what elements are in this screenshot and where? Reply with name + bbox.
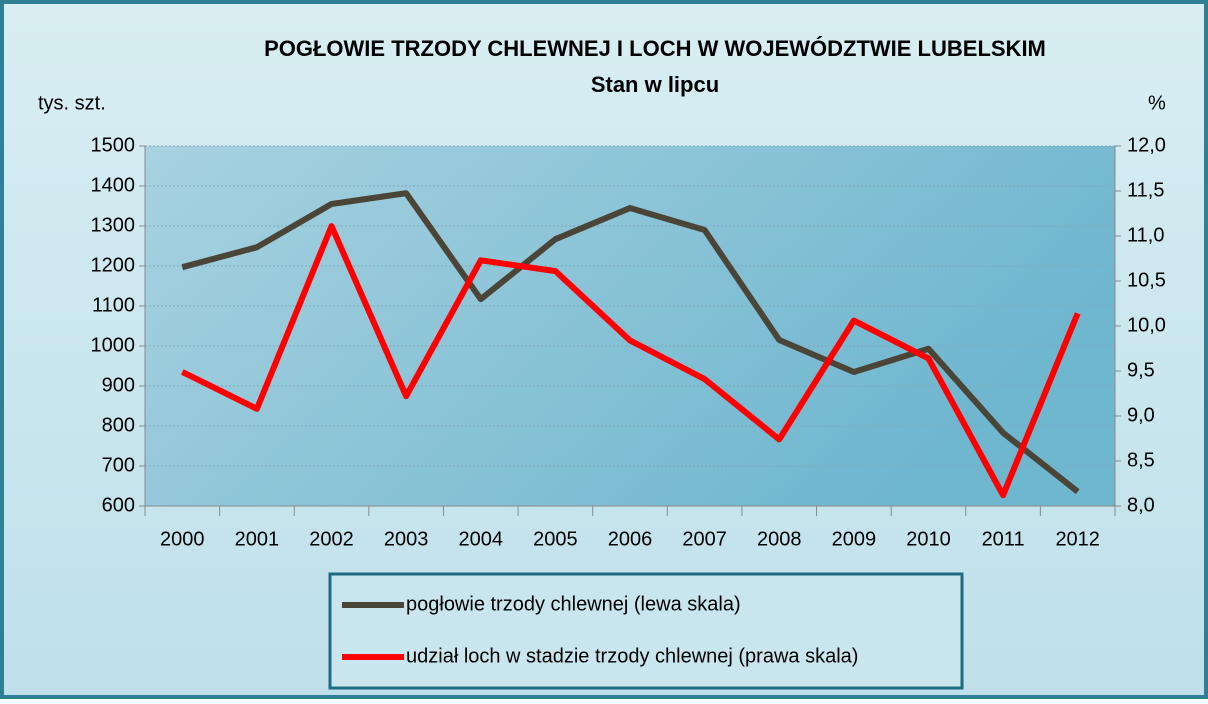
x-tick-label: 2007 bbox=[682, 528, 727, 550]
y2-tick-label: 8,5 bbox=[1127, 449, 1155, 471]
y-tick-label: 600 bbox=[102, 494, 135, 516]
legend-label: pogłowie trzody chlewnej (lewa skala) bbox=[406, 593, 741, 615]
y2-tick-label: 10,0 bbox=[1127, 314, 1166, 336]
x-tick-label: 2009 bbox=[832, 528, 877, 550]
y-tick-label: 700 bbox=[102, 454, 135, 476]
y-tick-label: 900 bbox=[102, 374, 135, 396]
x-tick-label: 2000 bbox=[160, 528, 205, 550]
y-tick-label: 1300 bbox=[91, 214, 136, 236]
x-tick-label: 2010 bbox=[906, 528, 951, 550]
x-tick-label: 2002 bbox=[309, 528, 354, 550]
y-tick-label: 1100 bbox=[92, 294, 135, 316]
y-tick-label: 800 bbox=[102, 414, 135, 436]
y2-axis-label: % bbox=[1148, 92, 1166, 114]
x-tick-label: 2003 bbox=[384, 528, 429, 550]
y2-tick-label: 9,0 bbox=[1127, 404, 1155, 426]
x-tick-label: 2012 bbox=[1055, 528, 1100, 550]
y2-tick-label: 11,5 bbox=[1127, 179, 1164, 201]
x-tick-label: 2001 bbox=[235, 528, 280, 550]
y2-tick-label: 9,5 bbox=[1127, 359, 1155, 381]
y-axis-label: tys. szt. bbox=[38, 92, 106, 114]
x-tick-label: 2004 bbox=[459, 528, 504, 550]
y-tick-label: 1500 bbox=[91, 134, 136, 156]
x-tick-label: 2006 bbox=[608, 528, 653, 550]
legend-label: udział loch w stadzie trzody chlewnej (p… bbox=[406, 645, 858, 667]
legend bbox=[328, 572, 964, 690]
x-tick-label: 2011 bbox=[982, 528, 1025, 550]
y-tick-label: 1400 bbox=[91, 174, 136, 196]
x-tick-label: 2005 bbox=[533, 528, 578, 550]
y2-tick-label: 10,5 bbox=[1127, 269, 1166, 291]
chart-subtitle: Stan w lipcu bbox=[591, 72, 719, 97]
series-line bbox=[181, 190, 1080, 494]
y2-tick-label: 11,0 bbox=[1127, 224, 1164, 246]
y2-tick-label: 8,0 bbox=[1127, 494, 1155, 516]
y-tick-label: 1200 bbox=[91, 254, 136, 276]
x-tick-label: 2008 bbox=[757, 528, 802, 550]
chart-title: POGŁOWIE TRZODY CHLEWNEJ I LOCH W WOJEWÓ… bbox=[264, 36, 1046, 61]
series-line bbox=[180, 223, 1081, 499]
y2-tick-label: 12,0 bbox=[1127, 134, 1166, 156]
y-tick-label: 1000 bbox=[91, 334, 136, 356]
